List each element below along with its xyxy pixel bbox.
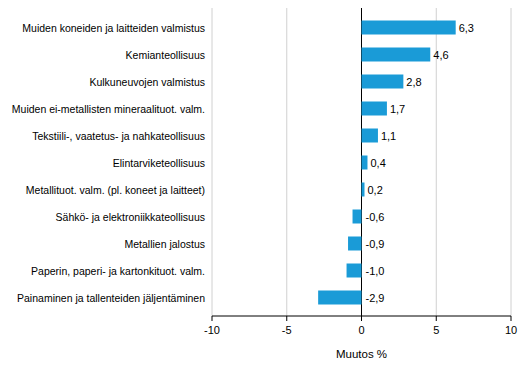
tick-label: -5 <box>282 324 292 336</box>
data-label: -2,9 <box>366 292 385 304</box>
data-label: 1,1 <box>381 130 396 142</box>
data-label: 6,3 <box>459 22 474 34</box>
bar <box>362 183 365 197</box>
category-label: Metallituot. valm. (pl. koneet ja laitte… <box>26 184 205 196</box>
bar <box>318 291 361 305</box>
data-label: -0,6 <box>366 211 385 223</box>
bar <box>362 21 456 35</box>
category-label: Sähkö- ja elektroniikkateollisuus <box>56 211 205 223</box>
chart-svg: -10 -5 0 5 10 Muiden koneiden ja laitteiden v… <box>0 0 529 378</box>
data-label: 1,7 <box>390 103 405 115</box>
bar <box>348 237 361 251</box>
tick-label: 0 <box>358 324 364 336</box>
bars <box>318 21 456 305</box>
bar <box>353 210 362 224</box>
category-label: Tekstiili-, vaatetus- ja nahkateollisuus <box>32 130 205 142</box>
data-label: -1,0 <box>366 265 385 277</box>
tick-mark <box>511 316 512 321</box>
data-label: -0,9 <box>366 238 385 250</box>
tick-mark <box>286 316 287 321</box>
category-label: Metallien jalostus <box>124 238 205 250</box>
tick-mark <box>361 316 362 321</box>
grid-line <box>511 8 512 316</box>
bar <box>362 156 368 170</box>
category-label: Kemianteollisuus <box>126 49 205 61</box>
data-label: 0,2 <box>367 184 382 196</box>
tick-label: -10 <box>204 324 220 336</box>
bar <box>362 129 378 143</box>
tick-mark <box>436 316 437 321</box>
x-axis-title: Muutos % <box>336 348 387 360</box>
category-label: Muiden ei-metallisten mineraalituot. val… <box>12 103 205 115</box>
tick-label: 10 <box>505 324 517 336</box>
category-label: Paperin, paperi- ja kartonkituot. valm. <box>31 265 205 277</box>
bar <box>362 48 431 62</box>
bar <box>347 264 362 278</box>
grid-line <box>212 8 213 316</box>
tick-mark <box>212 316 213 321</box>
category-label: Kulkuneuvojen valmistus <box>89 76 205 88</box>
category-label: Elintarviketeollisuus <box>113 157 205 169</box>
tick-label: 5 <box>433 324 439 336</box>
grid-line <box>286 8 287 316</box>
data-label: 2,8 <box>406 76 421 88</box>
data-label: 4,6 <box>433 49 448 61</box>
data-label: 0,4 <box>370 157 385 169</box>
category-label: Muiden koneiden ja laitteiden valmistus <box>22 22 205 34</box>
category-label: Painaminen ja tallenteiden jäljentäminen <box>17 292 205 304</box>
bar <box>362 75 404 89</box>
bar <box>362 102 387 116</box>
chart-container: -10 -5 0 5 10 Muiden koneiden ja laitteiden v… <box>0 0 529 378</box>
